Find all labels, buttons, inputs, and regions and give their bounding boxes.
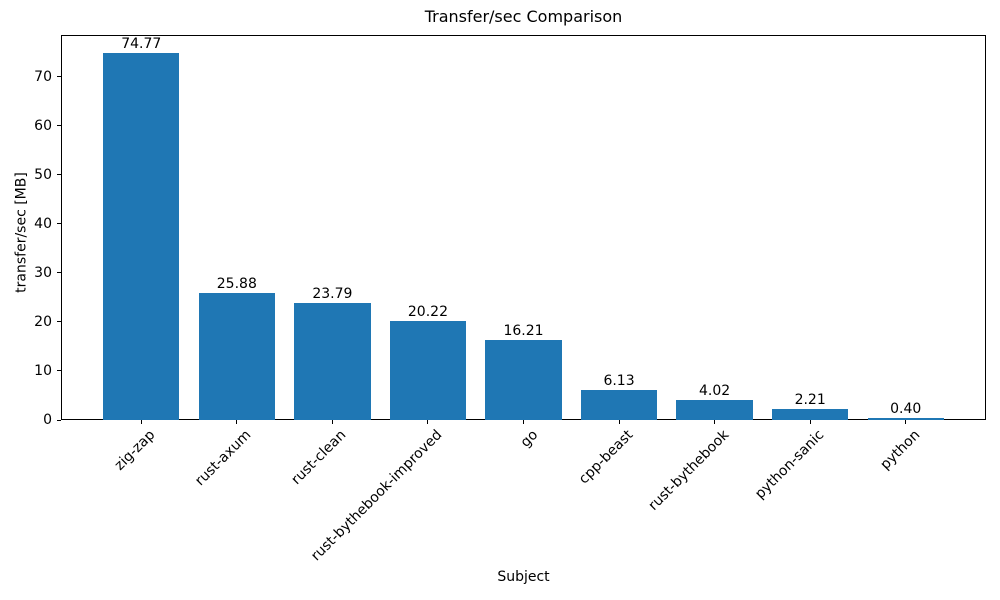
x-axis-tick bbox=[427, 420, 429, 424]
y-tick-label: 50 bbox=[34, 166, 52, 183]
y-tick-label: 30 bbox=[34, 264, 52, 281]
bar bbox=[294, 303, 371, 420]
bar bbox=[580, 389, 658, 420]
bar bbox=[103, 53, 180, 420]
y-tick-label: 10 bbox=[34, 362, 52, 379]
y-tick-label: 70 bbox=[34, 68, 52, 85]
bar-value-label: 0.40 bbox=[890, 401, 922, 418]
bar-value-label: 20.22 bbox=[407, 303, 448, 320]
y-axis-tick bbox=[57, 125, 61, 127]
bar-value-label: 4.02 bbox=[699, 383, 731, 400]
y-axis-tick bbox=[57, 321, 61, 323]
bar bbox=[676, 400, 753, 420]
bar bbox=[867, 418, 944, 420]
bar bbox=[198, 293, 276, 420]
bar-value-label: 25.88 bbox=[216, 276, 257, 293]
x-axis-tick bbox=[714, 420, 716, 424]
x-axis-tick bbox=[905, 420, 907, 424]
y-axis-tick bbox=[57, 419, 61, 421]
y-axis-tick bbox=[57, 76, 61, 78]
y-tick-label: 60 bbox=[34, 117, 52, 134]
y-axis-label: transfer/sec [MB] bbox=[13, 172, 30, 293]
y-axis-tick bbox=[57, 174, 61, 176]
x-axis-tick bbox=[236, 420, 238, 424]
x-axis-tick bbox=[809, 420, 811, 424]
y-tick-label: 0 bbox=[43, 412, 52, 428]
bar-value-label: 23.79 bbox=[312, 286, 353, 303]
bar bbox=[485, 340, 562, 420]
bar-value-label: 2.21 bbox=[794, 392, 826, 409]
bar bbox=[771, 409, 849, 420]
y-tick-label: 40 bbox=[34, 215, 52, 232]
x-axis-tick bbox=[331, 420, 333, 424]
x-axis-tick bbox=[523, 420, 524, 424]
bar bbox=[389, 320, 467, 420]
bar-value-label: 6.13 bbox=[603, 372, 635, 389]
y-axis-tick bbox=[57, 370, 61, 372]
bar-value-label: 16.21 bbox=[503, 323, 544, 340]
x-axis-tick bbox=[618, 420, 620, 424]
x-axis-tick bbox=[140, 420, 142, 424]
bar-value-label: 74.77 bbox=[121, 36, 162, 53]
chart-title: Transfer/sec Comparison bbox=[424, 7, 623, 26]
x-axis-label: Subject bbox=[497, 569, 550, 585]
y-axis-tick bbox=[57, 223, 61, 225]
y-axis-tick bbox=[57, 272, 61, 274]
y-tick-label: 20 bbox=[34, 313, 52, 330]
